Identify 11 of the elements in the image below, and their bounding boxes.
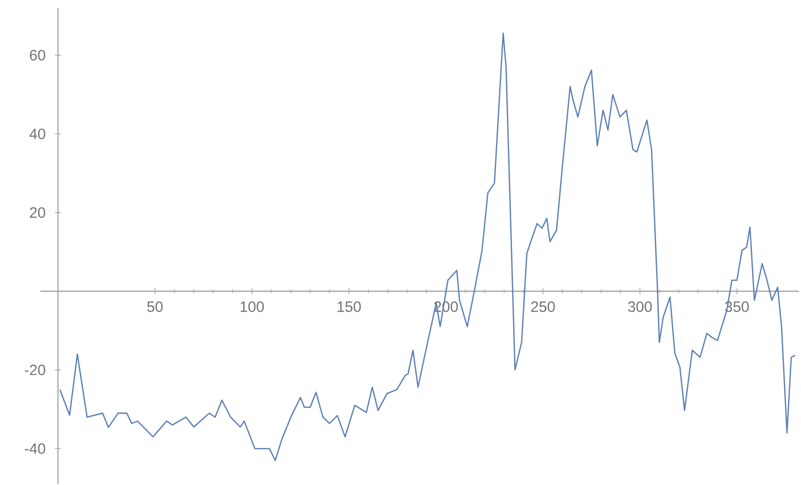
line-series <box>59 32 796 462</box>
x-tick-label: 50 <box>147 301 163 312</box>
x-tick-label: 300 <box>628 301 652 312</box>
x-tick-label: 250 <box>531 301 555 312</box>
x-tick-label: 100 <box>240 301 264 312</box>
y-tick-label: -20 <box>24 364 46 376</box>
y-tick-label: 60 <box>30 50 46 60</box>
y-tick-label: 40 <box>30 128 46 140</box>
y-tick-label: -40 <box>24 443 46 454</box>
x-tick-label: 150 <box>338 301 361 312</box>
y-tick-label: 20 <box>30 207 46 218</box>
